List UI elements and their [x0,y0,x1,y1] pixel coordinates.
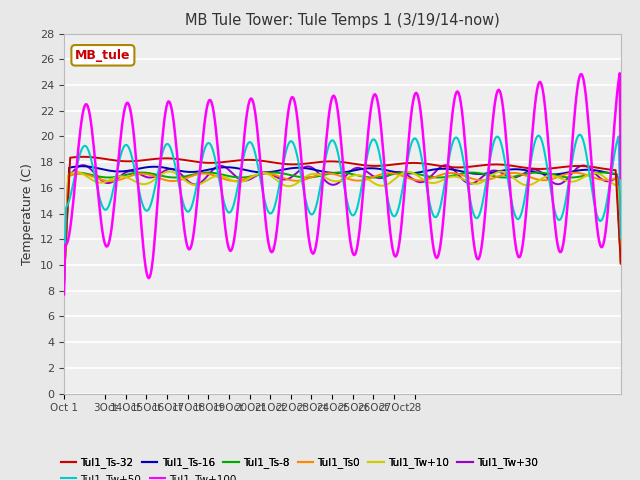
Y-axis label: Temperature (C): Temperature (C) [22,163,35,264]
Title: MB Tule Tower: Tule Temps 1 (3/19/14-now): MB Tule Tower: Tule Temps 1 (3/19/14-now… [185,13,500,28]
Text: MB_tule: MB_tule [75,49,131,62]
Legend: Tul1_Ts-32, Tul1_Ts-16, Tul1_Ts-8, Tul1_Ts0, Tul1_Tw+10, Tul1_Tw+30: Tul1_Ts-32, Tul1_Ts-16, Tul1_Ts-8, Tul1_… [56,453,542,472]
Legend: Tul1_Tw+50, Tul1_Tw+100: Tul1_Tw+50, Tul1_Tw+100 [56,470,241,480]
